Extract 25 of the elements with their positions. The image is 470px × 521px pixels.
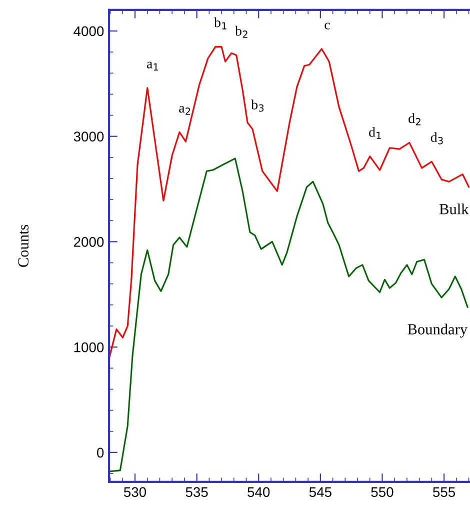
annotation: d$_{2}$: [408, 113, 420, 126]
x-tick-label: 555: [433, 487, 456, 497]
series-label: Boundary: [408, 324, 468, 338]
x-tick-label: 550: [371, 487, 394, 497]
y-tick-label: 2000: [74, 237, 104, 247]
x-tick-label: 545: [309, 487, 332, 497]
y-tick-label: 0: [97, 448, 104, 458]
series-label: Bulk: [439, 204, 469, 214]
annotation: c: [324, 22, 330, 30]
annotation: b$_{3}$: [251, 100, 264, 112]
line-series: [109, 46, 470, 360]
annotation: d$_{1}$: [369, 127, 381, 139]
y-tick-label: 3000: [74, 132, 104, 142]
line-series: [110, 158, 468, 472]
x-tick-label: 540: [248, 487, 270, 497]
annotation: b$_{2}$: [235, 26, 248, 38]
x-tick-label: 535: [186, 487, 208, 497]
annotation: a$_{2}$: [179, 106, 190, 115]
annotation: b$_{1}$: [214, 17, 226, 30]
x-tick-label: 530: [124, 487, 146, 497]
annotation: a$_{1}$: [146, 62, 158, 71]
y-tick-label: 4000: [74, 26, 104, 36]
y-axis-title: Counts: [18, 224, 29, 267]
y-tick-label: 1000: [74, 342, 104, 352]
annotation: d$_{3}$: [430, 132, 443, 144]
